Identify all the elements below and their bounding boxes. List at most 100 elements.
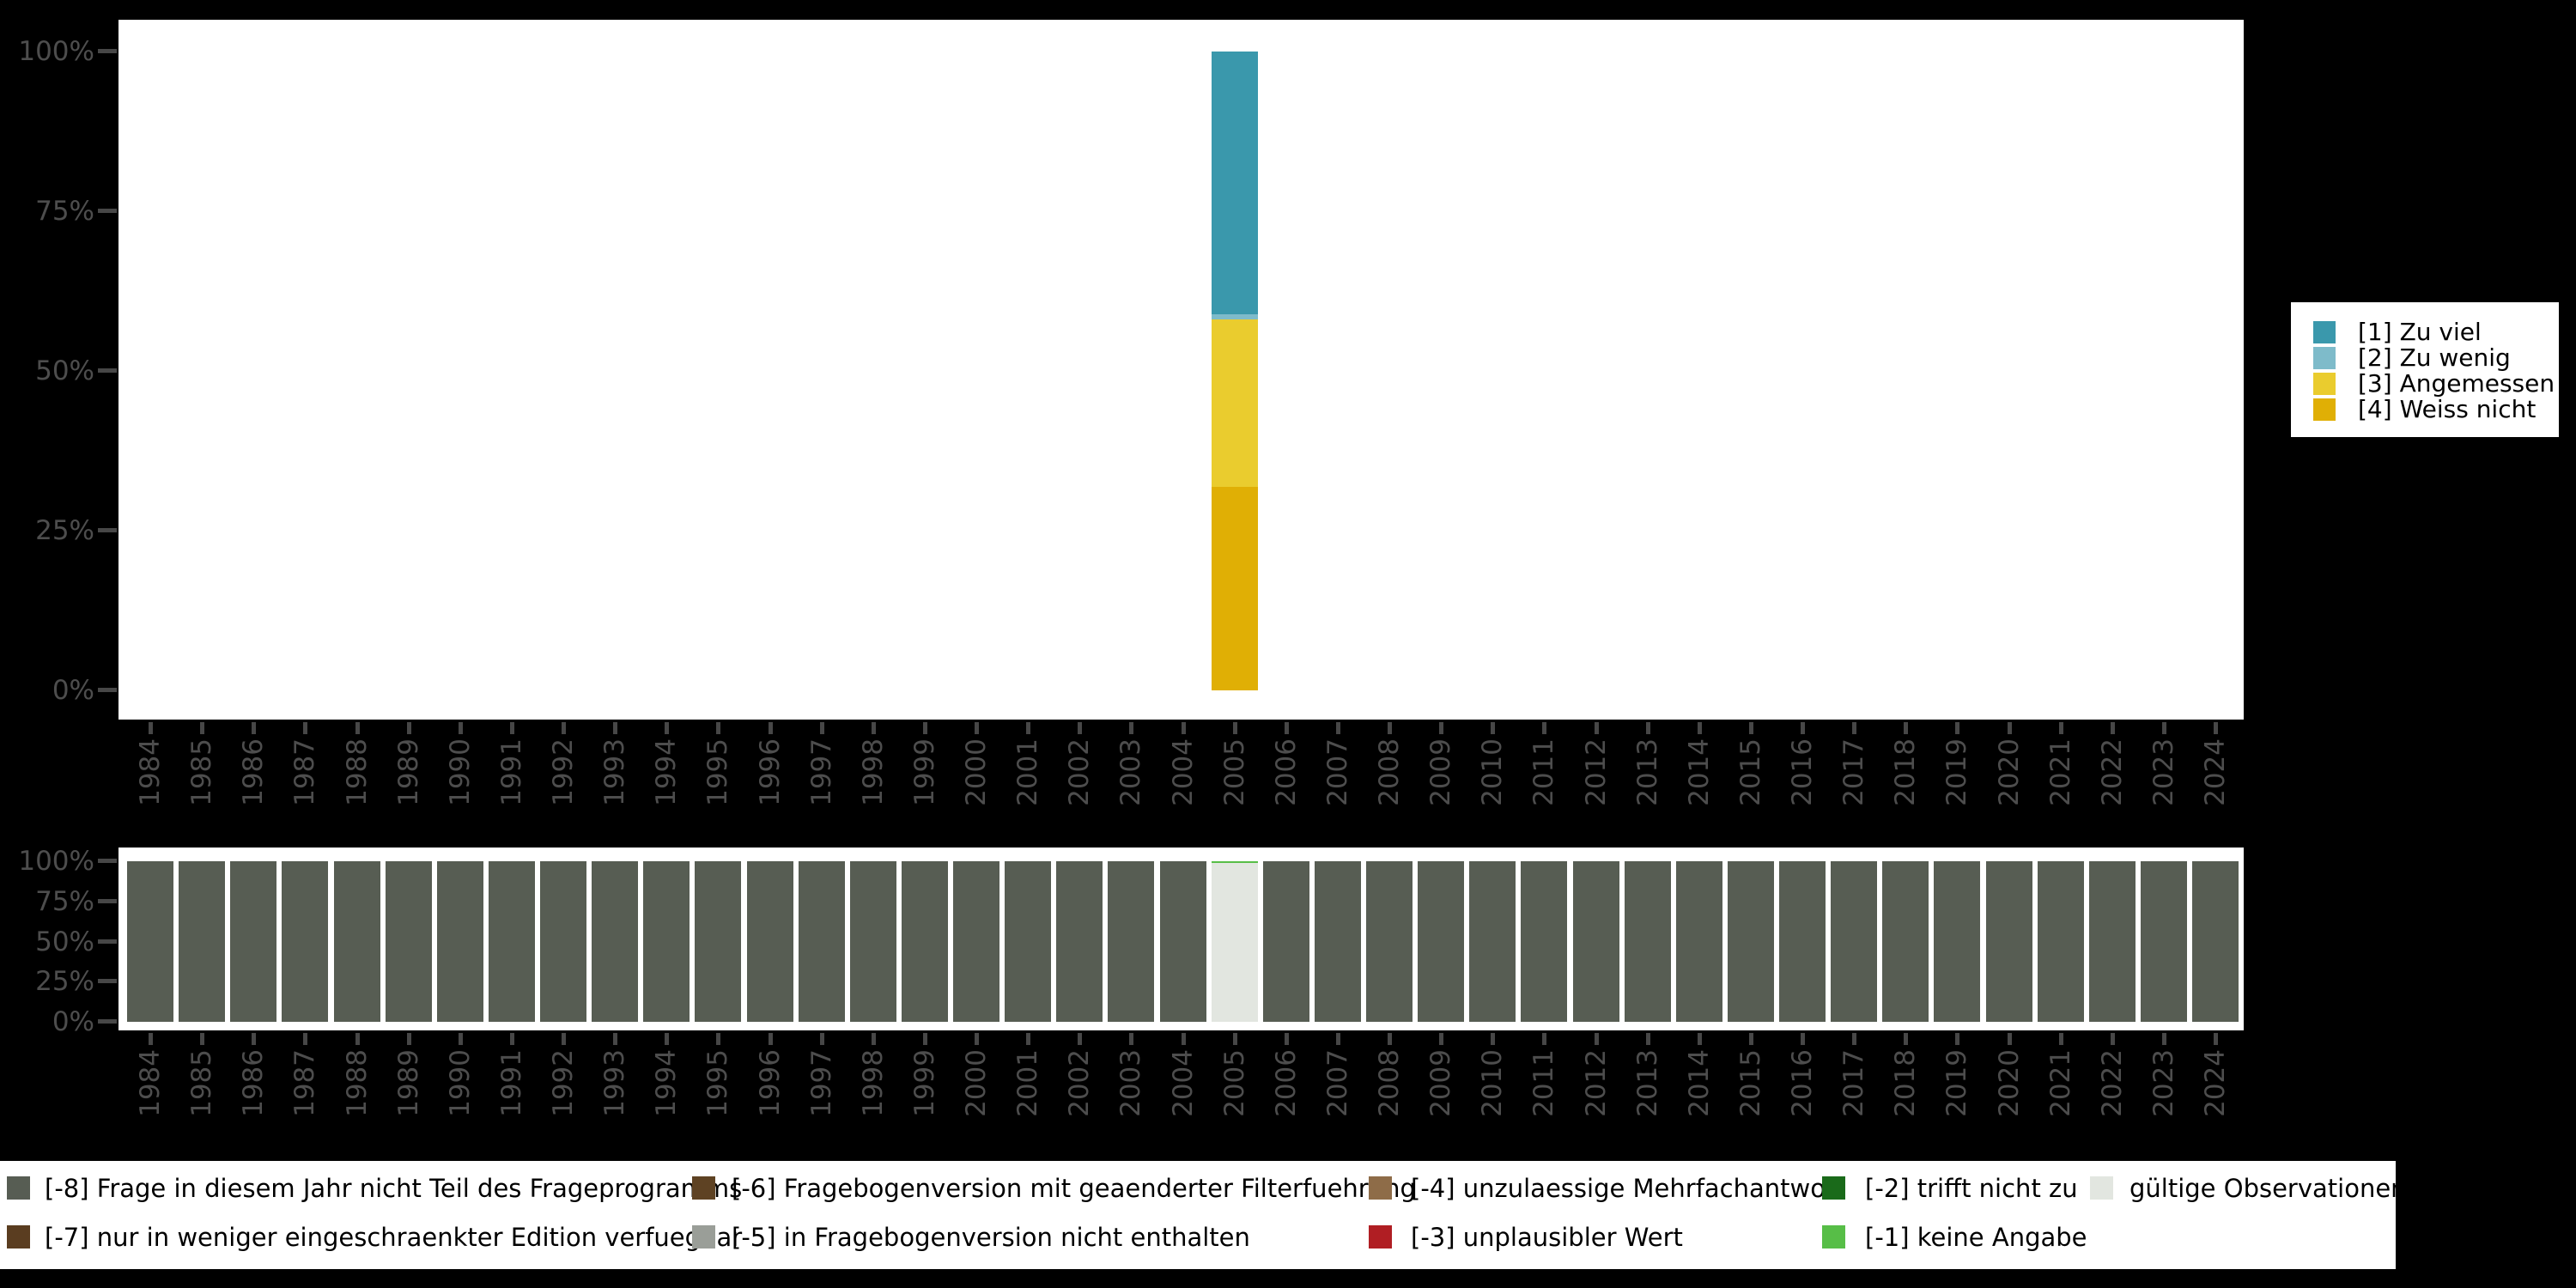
bottom-chart-x-tick-label: 2002 <box>1064 1049 1096 1117</box>
top-chart-x-tick-label: 1987 <box>289 738 321 806</box>
missing-legend-label: gültige Observationen <box>2129 1174 2407 1203</box>
top-chart-x-tick-label: 1986 <box>238 738 270 806</box>
top-chart-x-tick-label: 1984 <box>135 738 166 806</box>
bottom-chart-x-tick <box>871 1033 876 1045</box>
bottom-chart-x-tick-label: 1989 <box>392 1049 424 1117</box>
bottom-chart-x-tick-label: 2019 <box>1941 1049 1973 1117</box>
top-chart-x-tick <box>355 722 360 734</box>
top-chart-x-tick <box>1697 722 1702 734</box>
top-chart-y-tick <box>98 528 117 532</box>
top-chart-x-tick-label: 2014 <box>1683 738 1715 806</box>
top-chart-y-tick <box>98 49 117 53</box>
bottom-chart-x-tick-label: 1994 <box>651 1049 683 1117</box>
bottom-chart-bar-segment <box>849 861 896 1022</box>
bottom-chart-bar-segment <box>1521 861 1568 1022</box>
bottom-chart-bar-segment <box>1211 862 1258 1022</box>
bottom-chart-x-tick-label: 2017 <box>1838 1049 1870 1117</box>
bottom-chart-x-tick-label: 2020 <box>1993 1049 2025 1117</box>
bottom-chart-x-tick-label: 2023 <box>2148 1049 2179 1117</box>
top-chart-x-tick <box>303 722 308 734</box>
bottom-chart-y-tick-label: 25% <box>35 966 94 998</box>
top-chart-x-tick-label: 2010 <box>1477 738 1509 806</box>
bottom-chart-x-tick-label: 2008 <box>1374 1049 1405 1117</box>
bottom-chart-y-tick <box>98 1019 117 1024</box>
top-chart-x-tick <box>1232 722 1237 734</box>
bottom-chart-bar-segment <box>540 861 586 1022</box>
bottom-chart-x-tick <box>303 1033 308 1045</box>
bottom-chart-x-tick <box>1388 1033 1392 1045</box>
bottom-chart-bar-segment <box>1005 861 1052 1022</box>
bottom-chart-x-tick-label: 2001 <box>1012 1049 1044 1117</box>
top-chart-x-tick-label: 1985 <box>186 738 218 806</box>
bottom-chart-x-tick <box>1078 1033 1083 1045</box>
top-chart-x-tick-label: 2003 <box>1115 738 1147 806</box>
bottom-chart-x-tick-label: 2010 <box>1477 1049 1509 1117</box>
missing-codes-legend <box>0 1161 2396 1269</box>
bottom-chart-x-tick-label: 1985 <box>186 1049 218 1117</box>
top-chart-x-tick-label: 2006 <box>1270 738 1302 806</box>
top-chart-y-tick <box>98 688 117 692</box>
top-chart-x-tick <box>1801 722 1805 734</box>
top-chart-x-tick-label: 2015 <box>1735 738 1766 806</box>
bottom-chart-x-tick <box>2110 1033 2115 1045</box>
top-chart-x-tick-label: 1994 <box>651 738 683 806</box>
top-chart-panel <box>118 20 2244 720</box>
bottom-chart-x-tick <box>1594 1033 1599 1045</box>
top-chart-x-tick <box>1439 722 1444 734</box>
top-chart-x-tick-label: 2023 <box>2148 738 2179 806</box>
bottom-chart-bar-segment <box>2037 861 2084 1022</box>
bottom-chart-x-tick <box>1335 1033 1340 1045</box>
top-chart-x-tick <box>2161 722 2166 734</box>
category-legend-swatch <box>2313 398 2336 421</box>
bottom-chart-bar-segment <box>1314 861 1361 1022</box>
bottom-chart-y-tick-label: 75% <box>35 885 94 917</box>
bottom-chart-x-tick-label: 2003 <box>1115 1049 1147 1117</box>
bottom-chart-x-tick <box>200 1033 205 1045</box>
category-legend-swatch <box>2313 373 2336 395</box>
top-chart-x-tick <box>1852 722 1857 734</box>
missing-legend-label: [-5] in Fragebogenversion nicht enthalte… <box>732 1223 1250 1252</box>
top-chart-x-tick-label: 2024 <box>2200 738 2231 806</box>
bottom-chart-x-tick <box>1852 1033 1857 1045</box>
top-chart-x-tick <box>1542 722 1547 734</box>
bottom-chart-x-tick-label: 1986 <box>238 1049 270 1117</box>
bottom-chart-bar-segment <box>746 861 793 1022</box>
missing-legend-label: [-7] nur in weniger eingeschraenkter Edi… <box>45 1223 743 1252</box>
top-chart-y-tick-label: 25% <box>35 515 94 546</box>
top-chart-x-tick-label: 2004 <box>1167 738 1199 806</box>
top-chart-x-tick <box>819 722 824 734</box>
top-chart-y-tick <box>98 368 117 373</box>
bottom-chart-x-tick-label: 2018 <box>1890 1049 1922 1117</box>
missing-legend-swatch <box>1369 1225 1392 1249</box>
bottom-chart-x-tick-label: 2012 <box>1580 1049 1612 1117</box>
bottom-chart-y-tick <box>98 939 117 944</box>
top-chart-x-tick <box>1955 722 1960 734</box>
top-chart-x-tick <box>1181 722 1186 734</box>
bottom-chart-bar-segment <box>127 861 173 1022</box>
missing-legend-swatch <box>1822 1176 1845 1200</box>
bottom-chart-x-tick-label: 1987 <box>289 1049 321 1117</box>
bottom-chart-x-tick <box>2007 1033 2012 1045</box>
top-chart-y-tick-label: 50% <box>35 355 94 386</box>
top-chart-x-tick-label: 1991 <box>495 738 527 806</box>
bottom-chart-bar-segment <box>436 861 483 1022</box>
top-chart-x-tick <box>665 722 670 734</box>
bottom-chart-bar-segment <box>2088 861 2136 1022</box>
top-chart-x-tick <box>509 722 514 734</box>
bottom-chart-bar-segment <box>333 861 380 1022</box>
bottom-chart-bar-segment <box>2192 861 2239 1022</box>
top-chart-x-tick <box>2058 722 2063 734</box>
top-chart-bar-segment <box>1211 52 1258 314</box>
top-chart-x-tick <box>2214 722 2218 734</box>
top-chart-x-tick <box>1491 722 1496 734</box>
bottom-chart-x-tick <box>149 1033 153 1045</box>
category-legend-swatch <box>2313 321 2336 343</box>
top-chart-x-tick <box>252 722 257 734</box>
category-legend <box>2291 302 2559 437</box>
top-chart-x-tick-label: 2001 <box>1012 738 1044 806</box>
top-chart-x-tick <box>1078 722 1083 734</box>
bottom-chart-x-tick <box>819 1033 824 1045</box>
top-chart-x-tick-label: 2019 <box>1941 738 1973 806</box>
bottom-chart-bar-segment <box>385 861 432 1022</box>
